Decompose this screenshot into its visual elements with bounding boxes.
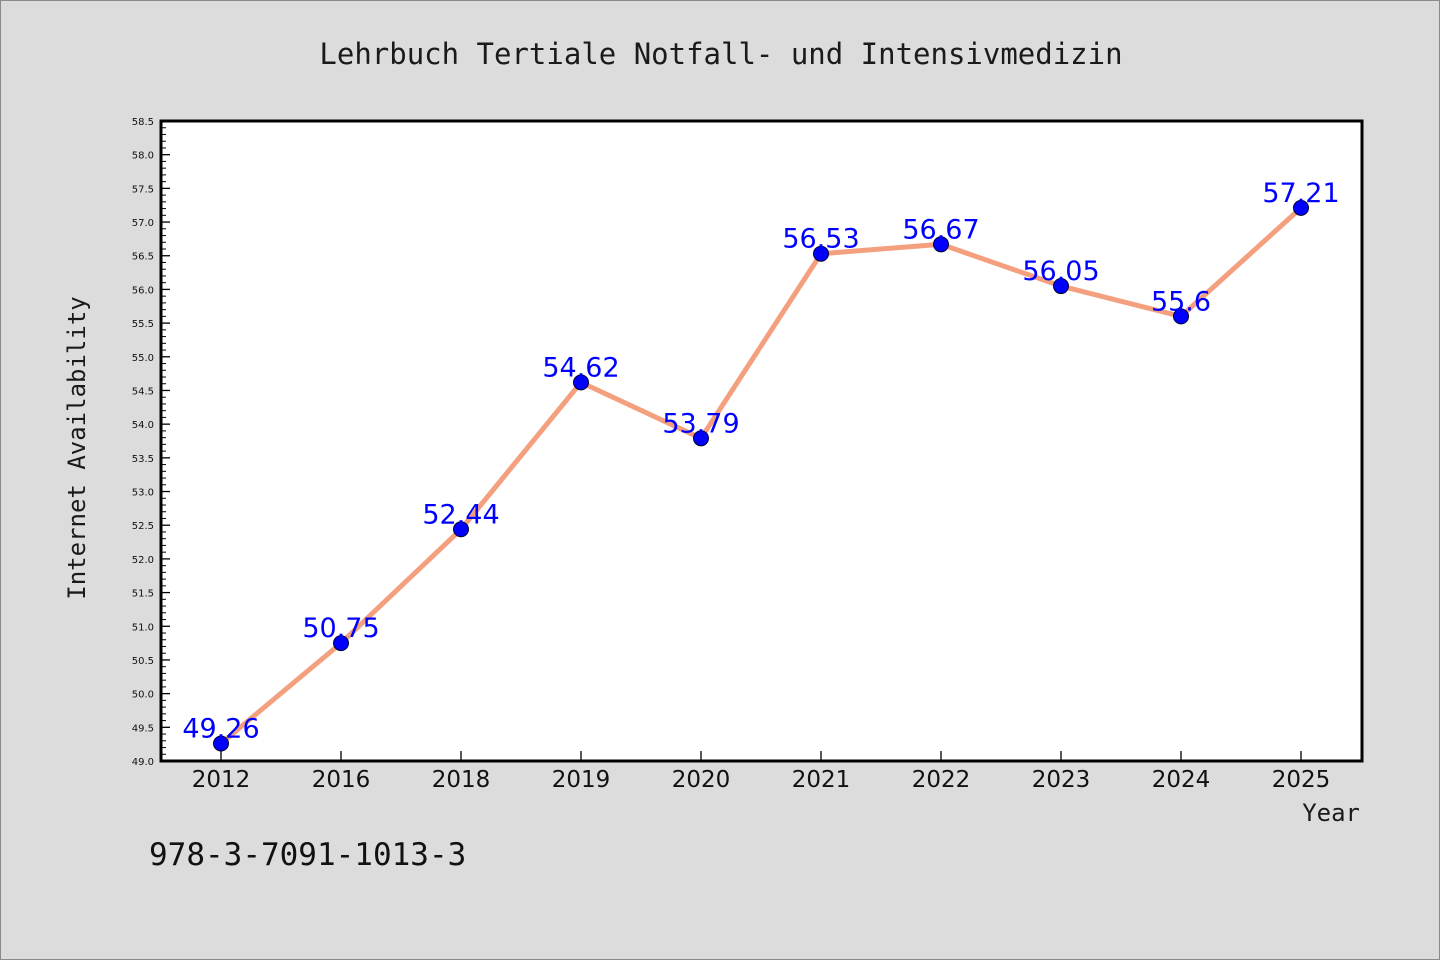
data-label: 57.21 — [1262, 178, 1339, 209]
plot-area — [161, 121, 1362, 761]
y-tick-label: 54.5 — [132, 386, 154, 397]
y-tick-label: 50.5 — [132, 656, 154, 667]
x-tick-label: 2020 — [672, 767, 731, 793]
series-line — [219, 206, 1303, 746]
data-point — [813, 245, 829, 262]
isbn-footer: 978-3-7091-1013-3 — [149, 837, 466, 873]
y-tick-label: 53.5 — [132, 454, 154, 465]
data-markers — [213, 199, 1309, 752]
y-tick-label: 57.0 — [132, 218, 154, 229]
data-label: 53.79 — [662, 408, 739, 439]
x-tick-label: 2019 — [552, 767, 611, 793]
y-tick-label: 58.0 — [132, 151, 154, 162]
x-tick-label: 2023 — [1032, 767, 1091, 793]
x-tick-label: 2012 — [192, 767, 251, 793]
data-point — [693, 430, 709, 447]
data-point — [1293, 199, 1309, 216]
data-label: 50.75 — [302, 613, 379, 644]
y-tick-label: 55.5 — [132, 319, 154, 330]
data-point — [1173, 308, 1189, 325]
data-label: 56.53 — [782, 224, 859, 255]
y-tick-label: 50.0 — [132, 690, 154, 701]
data-point — [453, 521, 469, 538]
y-tick-label: 52.0 — [132, 555, 154, 566]
y-tick-label: 56.0 — [132, 285, 154, 296]
y-tick-label: 52.5 — [132, 521, 154, 532]
y-tick-label: 58.5 — [132, 117, 154, 128]
y-tick-label: 53.0 — [132, 488, 154, 499]
data-point — [213, 735, 229, 752]
y-tick-label: 51.0 — [132, 622, 154, 633]
x-axis-tick-labels: 2012 2016 2018 2019 2020 2021 2022 2023 2024 2025 — [192, 767, 1331, 793]
data-point — [333, 635, 349, 652]
data-label: 56.67 — [902, 214, 979, 245]
data-point — [573, 374, 589, 391]
data-label: 52.44 — [422, 499, 499, 530]
x-axis-label: Year — [1302, 799, 1360, 827]
y-tick-label: 51.5 — [132, 589, 154, 600]
data-point — [1053, 278, 1069, 295]
y-axis-tick-labels: 49.0 49.5 50.0 50.5 51.0 51.5 52.0 52.5 53.0 53.5… — [132, 117, 154, 768]
y-tick-label: 55.0 — [132, 353, 154, 364]
data-labels: 49.26 50.75 52.44 54.62 53.79 56.53 56.67 56.05… — [182, 178, 1339, 745]
y-axis-label: Internet Availability — [63, 296, 91, 599]
y-tick-label: 49.0 — [132, 757, 154, 768]
x-tick-label: 2021 — [792, 767, 851, 793]
x-tick-label: 2025 — [1272, 767, 1331, 793]
plot-frame — [159, 119, 1364, 763]
data-point — [933, 236, 949, 253]
x-tick-label: 2018 — [432, 767, 491, 793]
chart-title: Lehrbuch Tertiale Notfall- und Intensivm… — [319, 37, 1122, 71]
y-tick-label: 56.5 — [132, 252, 154, 263]
data-label: 56.05 — [1022, 256, 1099, 287]
x-tick-label: 2022 — [912, 767, 971, 793]
x-tick-label: 2016 — [312, 767, 371, 793]
data-label: 54.62 — [542, 352, 619, 383]
y-tick-label: 57.5 — [132, 184, 154, 195]
data-label: 49.26 — [182, 713, 259, 744]
data-label: 55.6 — [1151, 286, 1211, 317]
x-tick-label: 2024 — [1152, 767, 1211, 793]
y-tick-label: 49.5 — [132, 723, 154, 734]
y-tick-label: 54.0 — [132, 420, 154, 431]
